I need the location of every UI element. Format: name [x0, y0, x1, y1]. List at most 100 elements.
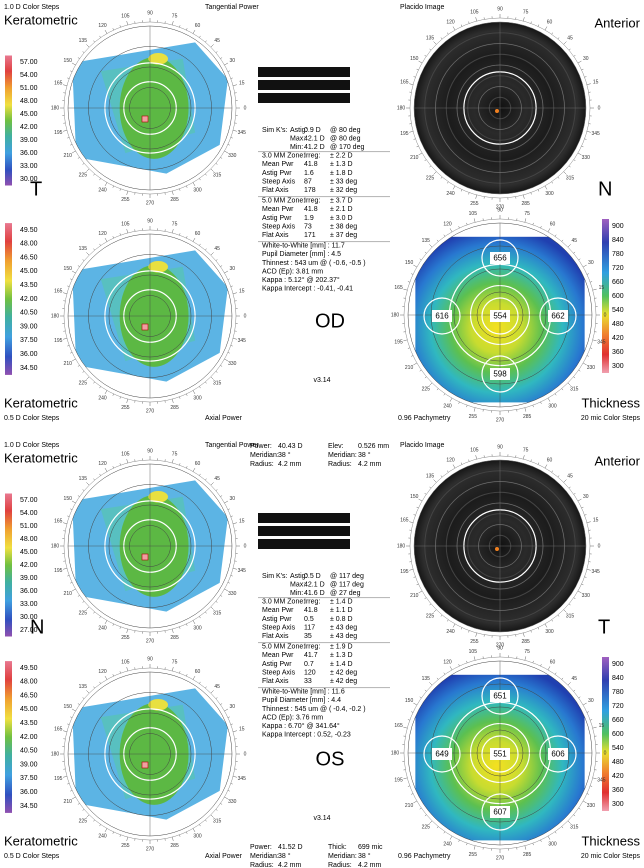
degree-label: 0 [244, 543, 247, 549]
degree-tick [582, 69, 584, 70]
degree-tick [105, 390, 107, 393]
degree-tick [70, 582, 72, 583]
table-cell: @ 117 deg [330, 573, 364, 580]
degree-tick [585, 577, 587, 578]
simk-label: Sim K's: [262, 127, 288, 134]
degree-tick [587, 712, 589, 713]
degree-tick [63, 293, 67, 294]
degree-label: 240 [446, 191, 455, 197]
degree-tick [205, 820, 206, 822]
degree-tick [430, 604, 432, 605]
degree-tick [186, 624, 187, 626]
info-line: White-to-White [mm] : 11.6 [262, 689, 345, 696]
degree-tick [113, 186, 114, 188]
degree-tick [67, 345, 69, 346]
degree-label: 195 [54, 776, 63, 782]
degree-label: 105 [470, 10, 479, 16]
degree-tick [63, 568, 67, 569]
degree-tick [216, 697, 218, 698]
scale-label: 48.00 [20, 536, 38, 543]
degree-tick [541, 226, 542, 228]
degree-tick [579, 370, 581, 371]
degree-tick [233, 568, 237, 569]
degree-tick [419, 499, 422, 501]
degree-label: 30 [229, 496, 235, 502]
table-cell: 3.0 MM Zone: [262, 599, 305, 606]
degree-tick [555, 832, 556, 834]
scale-label: 360 [612, 349, 624, 356]
degree-label: 255 [121, 197, 130, 203]
side-label: T [30, 178, 42, 200]
degree-label: 45 [214, 476, 220, 482]
degree-label: 60 [547, 20, 553, 26]
readout: 40.43 D [278, 443, 303, 450]
degree-tick [533, 661, 534, 663]
degree-tick [120, 671, 121, 673]
table-cell: 33 [304, 678, 312, 685]
scale-label: 480 [612, 759, 624, 766]
degree-tick [224, 271, 227, 273]
degree-tick [430, 49, 432, 50]
table-cell: Steep Axis [262, 223, 296, 230]
readout: 38 ° [358, 451, 371, 459]
info-line: Kappa Intercept : 0.52, -0.23 [262, 732, 351, 739]
scale-label: 36.00 [20, 789, 38, 796]
degree-label: 15 [593, 518, 599, 524]
table-cell: ± 2.2 D [330, 153, 353, 160]
degree-label: 255 [470, 639, 479, 645]
scale-label: 42.00 [20, 734, 38, 741]
degree-tick [548, 228, 550, 231]
degree-tick [531, 193, 532, 195]
scale-label: 300 [612, 801, 624, 808]
degree-label: 210 [64, 799, 73, 805]
degree-label: 105 [470, 448, 479, 454]
degree-label: 345 [591, 131, 600, 137]
degree-tick [420, 697, 422, 698]
simk-label: Sim K's: [262, 573, 288, 580]
degree-tick [525, 408, 526, 412]
degree-label: 240 [98, 188, 107, 194]
degree-label: 285 [521, 201, 530, 207]
thickness-title: Thickness [581, 833, 640, 848]
degree-tick [562, 827, 563, 829]
degree-tick [447, 182, 448, 184]
degree-label: 165 [400, 80, 409, 86]
readout: 38 ° [278, 451, 291, 459]
degree-tick [582, 584, 584, 585]
degree-tick [172, 191, 173, 195]
degree-tick [459, 402, 460, 404]
degree-tick [593, 340, 597, 341]
degree-label: 0 [604, 312, 607, 318]
degree-tick [193, 30, 195, 33]
reflex [495, 547, 499, 551]
degree-tick [72, 63, 75, 65]
scale-label: 540 [612, 307, 624, 314]
table-cell: 117 [304, 624, 315, 631]
degree-tick [105, 182, 107, 185]
degree-label: 225 [422, 387, 431, 393]
map-title: Keratometric [4, 450, 78, 465]
degree-tick [105, 676, 107, 679]
info-line: White-to-White [mm] : 11.7 [262, 243, 345, 250]
degree-label: 150 [64, 266, 73, 272]
pachy-value: 662 [551, 312, 565, 321]
degree-tick [216, 371, 218, 372]
eye-panel: 1.0 D Color StepsKeratometricTangential … [4, 442, 641, 868]
scale-label: 43.50 [20, 282, 38, 289]
table-cell: 171 [304, 232, 316, 239]
degree-tick [205, 249, 206, 251]
degree-tick [231, 575, 233, 576]
table-cell: Max: [290, 581, 305, 588]
degree-tick [72, 709, 75, 711]
scale-label: 42.00 [20, 562, 38, 569]
scale-label: 42.00 [20, 296, 38, 303]
degree-label: 0 [244, 751, 247, 757]
side-label: N [598, 178, 612, 200]
scale-label: 46.50 [20, 254, 38, 261]
table-cell: ± 37 deg [330, 232, 357, 239]
table-cell: 35 [304, 633, 312, 640]
degree-tick [127, 229, 128, 233]
degree-tick [419, 61, 422, 63]
degree-tick [93, 687, 94, 689]
degree-tick [579, 697, 581, 698]
